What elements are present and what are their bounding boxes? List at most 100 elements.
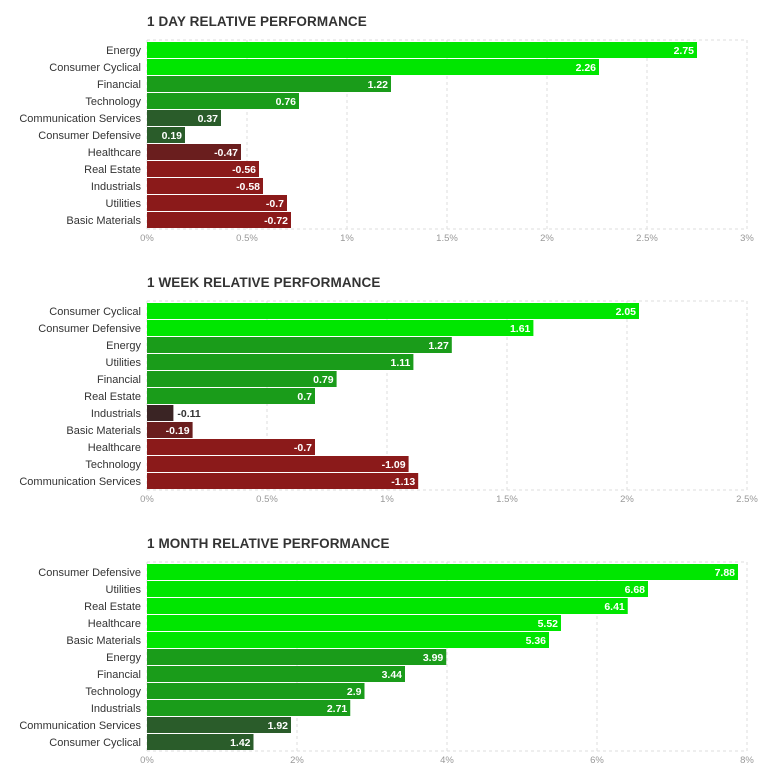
data-label: -0.72 bbox=[264, 215, 288, 227]
category-label: Technology bbox=[85, 686, 141, 698]
bar bbox=[147, 615, 561, 631]
data-label: 2.71 bbox=[327, 703, 348, 715]
category-label: Real Estate bbox=[84, 601, 141, 613]
data-label: -0.7 bbox=[294, 442, 312, 454]
data-label: -0.56 bbox=[232, 164, 256, 176]
panel-1-week: 1 WEEK RELATIVE PERFORMANCE 0% 0.5% 1% 1.5%… bbox=[0, 261, 783, 511]
tick-label: 2.5% bbox=[636, 233, 658, 244]
tick-label: 0% bbox=[140, 755, 154, 766]
data-label: 2.75 bbox=[674, 45, 695, 57]
data-label: -1.13 bbox=[391, 476, 415, 488]
bar bbox=[147, 666, 405, 682]
category-label: Utilities bbox=[106, 198, 142, 210]
bar bbox=[147, 42, 697, 58]
data-label: 0.76 bbox=[276, 96, 297, 108]
category-label: Energy bbox=[106, 45, 141, 57]
category-label: Consumer Defensive bbox=[38, 323, 141, 335]
tick-label: 2.5% bbox=[736, 494, 758, 505]
tick-label: 3% bbox=[740, 233, 754, 244]
bar bbox=[147, 59, 599, 75]
data-label: 2.9 bbox=[347, 686, 362, 698]
category-label: Financial bbox=[97, 669, 141, 681]
bar-chart: 0% 0.5% 1% 1.5% 2% 2.5% 3% Energy 2.75 Consumer C… bbox=[19, 39, 754, 244]
data-label: -1.09 bbox=[382, 459, 406, 471]
panel-1-day: 1 DAY RELATIVE PERFORMANCE 0% 0.5% 1% 1.5% 2… bbox=[0, 0, 783, 250]
bar bbox=[147, 717, 291, 733]
bar bbox=[147, 371, 337, 387]
category-label: Healthcare bbox=[88, 442, 141, 454]
category-label: Utilities bbox=[106, 357, 142, 369]
data-label: -0.7 bbox=[266, 198, 284, 210]
category-label: Real Estate bbox=[84, 164, 141, 176]
tick-label: 1% bbox=[380, 494, 394, 505]
bar bbox=[147, 110, 221, 126]
tick-label: 1.5% bbox=[496, 494, 518, 505]
data-label: 0.19 bbox=[162, 130, 183, 142]
category-label: Financial bbox=[97, 374, 141, 386]
bar bbox=[147, 320, 534, 336]
bar bbox=[147, 456, 409, 472]
data-label: 6.41 bbox=[604, 601, 625, 613]
category-label: Consumer Cyclical bbox=[49, 737, 141, 749]
data-label: 7.88 bbox=[715, 567, 736, 579]
bar bbox=[147, 93, 299, 109]
tick-label: 2% bbox=[540, 233, 554, 244]
data-label: 6.68 bbox=[625, 584, 646, 596]
data-label: 2.26 bbox=[576, 62, 597, 74]
data-label: 5.52 bbox=[538, 618, 559, 630]
bar bbox=[147, 144, 241, 160]
category-label: Financial bbox=[97, 79, 141, 91]
tick-label: 4% bbox=[440, 755, 454, 766]
category-label: Communication Services bbox=[19, 113, 141, 125]
panel-1-month: 1 MONTH RELATIVE PERFORMANCE 0% 2% 4% 6% 8% C… bbox=[0, 522, 783, 772]
category-label: Industrials bbox=[91, 703, 142, 715]
tick-label: 0.5% bbox=[256, 494, 278, 505]
tick-label: 6% bbox=[590, 755, 604, 766]
data-label: -0.47 bbox=[214, 147, 238, 159]
tick-label: 0% bbox=[140, 494, 154, 505]
data-label: 1.61 bbox=[510, 323, 531, 335]
category-label: Basic Materials bbox=[66, 425, 141, 437]
tick-label: 2% bbox=[290, 755, 304, 766]
bar bbox=[147, 178, 263, 194]
data-label: 1.92 bbox=[268, 720, 289, 732]
data-label: 0.37 bbox=[198, 113, 219, 125]
bar bbox=[147, 388, 315, 404]
category-label: Industrials bbox=[91, 408, 142, 420]
data-label: 1.11 bbox=[391, 357, 411, 369]
chart-title: 1 MONTH RELATIVE PERFORMANCE bbox=[147, 536, 390, 551]
bar bbox=[147, 649, 447, 665]
tick-label: 8% bbox=[740, 755, 754, 766]
bar bbox=[147, 354, 414, 370]
category-label: Technology bbox=[85, 96, 141, 108]
tick-label: 1.5% bbox=[436, 233, 458, 244]
bar bbox=[147, 405, 174, 421]
category-label: Consumer Defensive bbox=[38, 567, 141, 579]
bar bbox=[147, 734, 254, 750]
bar bbox=[147, 598, 628, 614]
category-label: Consumer Defensive bbox=[38, 130, 141, 142]
category-label: Consumer Cyclical bbox=[49, 306, 141, 318]
data-label: 2.05 bbox=[616, 306, 637, 318]
data-label: 0.79 bbox=[313, 374, 334, 386]
bar bbox=[147, 161, 259, 177]
category-label: Healthcare bbox=[88, 618, 141, 630]
bar-chart: 0% 0.5% 1% 1.5% 2% 2.5% Consumer Cyclical 2.05 C… bbox=[19, 300, 758, 505]
category-label: Communication Services bbox=[19, 476, 141, 488]
tick-label: 0.5% bbox=[236, 233, 258, 244]
data-label: 0.7 bbox=[297, 391, 312, 403]
data-label: 5.36 bbox=[526, 635, 547, 647]
category-label: Energy bbox=[106, 652, 141, 664]
category-label: Utilities bbox=[106, 584, 142, 596]
bar bbox=[147, 422, 193, 438]
bar bbox=[147, 439, 315, 455]
tick-label: 2% bbox=[620, 494, 634, 505]
bar bbox=[147, 581, 648, 597]
data-label: -0.11 bbox=[177, 408, 201, 420]
category-label: Consumer Cyclical bbox=[49, 62, 141, 74]
data-label: 3.44 bbox=[382, 669, 403, 681]
bar bbox=[147, 564, 738, 580]
category-label: Basic Materials bbox=[66, 635, 141, 647]
category-label: Healthcare bbox=[88, 147, 141, 159]
category-label: Basic Materials bbox=[66, 215, 141, 227]
